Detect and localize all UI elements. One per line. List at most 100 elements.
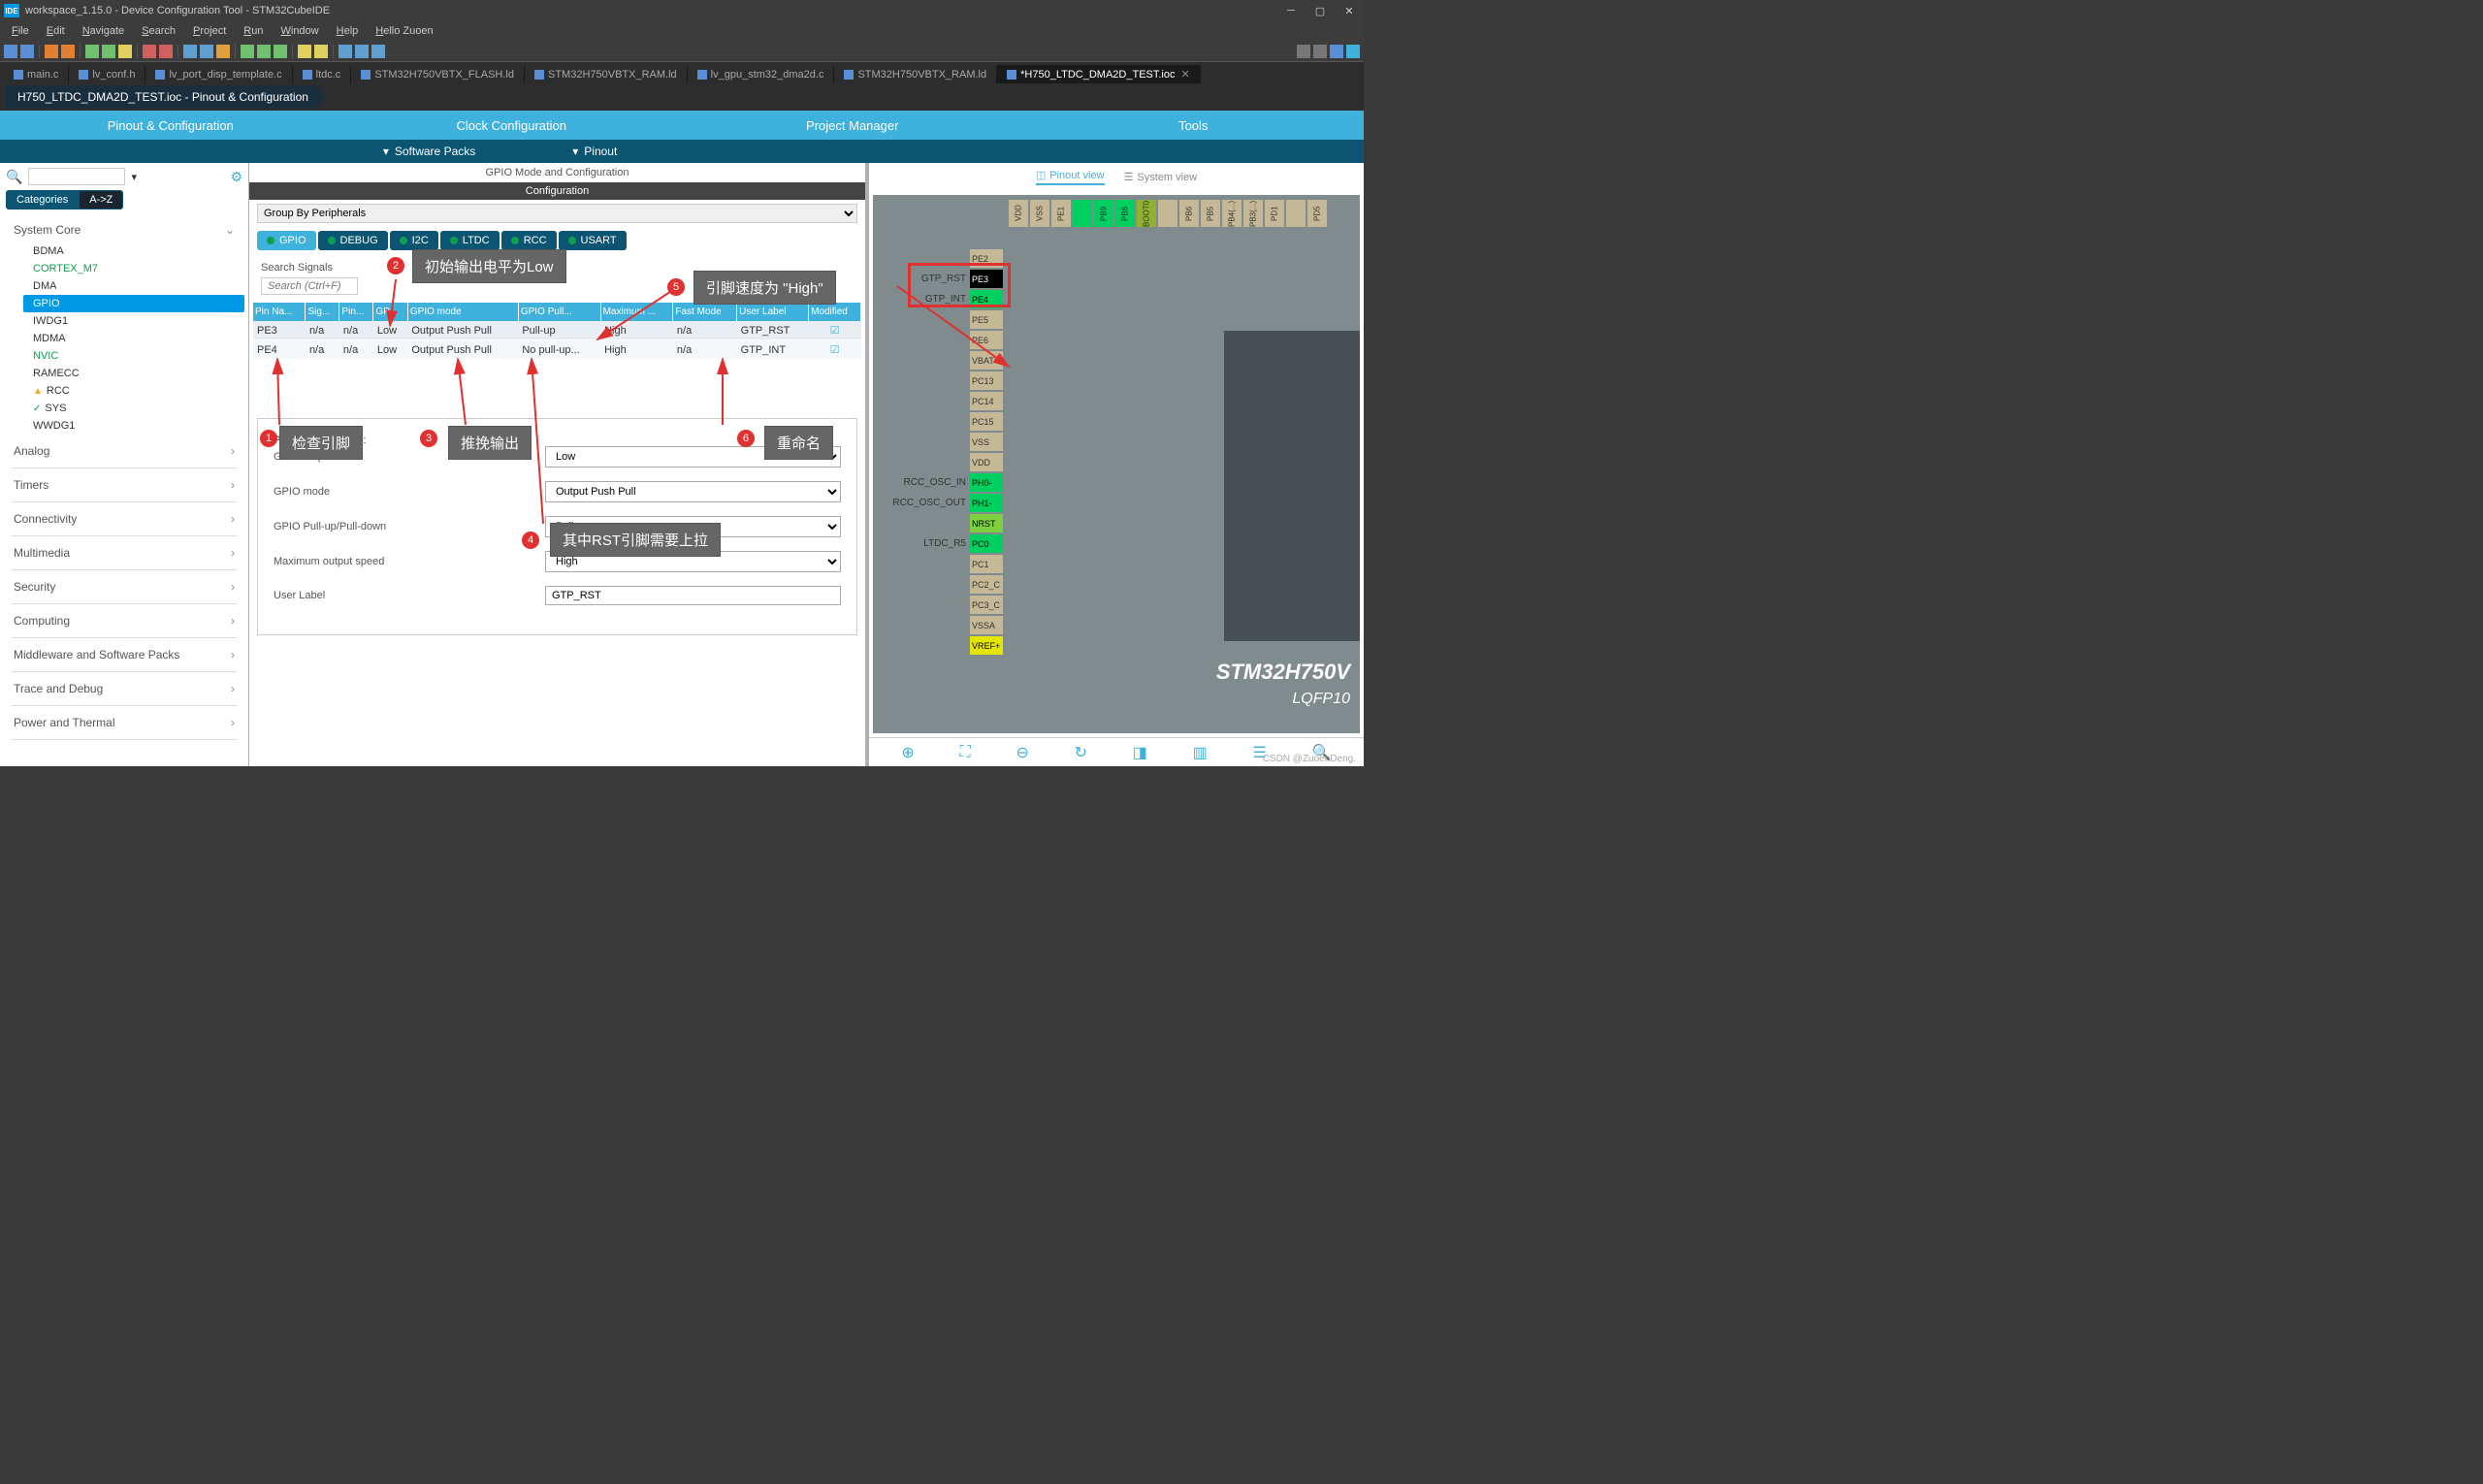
- category-group-header[interactable]: Security›: [4, 574, 244, 599]
- table-header[interactable]: GPIO mode: [407, 303, 518, 321]
- chip-pin-row[interactable]: PE6: [970, 330, 1003, 350]
- category-item[interactable]: GPIO: [23, 295, 244, 312]
- table-header[interactable]: Pin Na...: [253, 303, 306, 321]
- toolbar-icon[interactable]: [339, 45, 352, 58]
- category-item[interactable]: BDMA: [23, 242, 244, 260]
- chip-pin-row[interactable]: RCC_OSC_OUTPH1-: [970, 493, 1003, 513]
- pinout-menu[interactable]: ▾ Pinout: [553, 145, 636, 158]
- file-tab[interactable]: STM32H750VBTX_RAM.ld: [834, 66, 997, 83]
- zoom-in-icon[interactable]: ⊕: [901, 743, 914, 762]
- chip-pin-row[interactable]: VREF+: [970, 635, 1003, 656]
- toolbar-icon[interactable]: [143, 45, 156, 58]
- table-header[interactable]: GP...: [373, 303, 407, 321]
- menu-navigate[interactable]: Navigate: [75, 23, 132, 39]
- toolbar-icon[interactable]: [85, 45, 99, 58]
- table-row[interactable]: PE4n/an/aLowOutput Push PullNo pull-up..…: [253, 340, 861, 360]
- groupby-select[interactable]: Group By Peripherals: [257, 204, 857, 223]
- chip-pin[interactable]: VDD: [1009, 200, 1028, 227]
- chip-pin[interactable]: PB4(...): [1222, 200, 1242, 227]
- toolbar-icon[interactable]: [4, 45, 17, 58]
- az-tab[interactable]: A->Z: [79, 190, 123, 210]
- table-row[interactable]: PE3n/an/aLowOutput Push PullPull-upHighn…: [253, 321, 861, 340]
- chip-pin[interactable]: PB5: [1201, 200, 1220, 227]
- chip-pin[interactable]: [1073, 200, 1092, 227]
- chip-pin-row[interactable]: PC2_C: [970, 574, 1003, 595]
- chip-pin-row[interactable]: VSS: [970, 432, 1003, 452]
- chip-pin[interactable]: PB9: [1094, 200, 1113, 227]
- periph-tab[interactable]: I2C: [390, 231, 438, 250]
- category-item[interactable]: NVIC: [23, 347, 244, 365]
- chip-pin-row[interactable]: PE5: [970, 309, 1003, 330]
- toolbar-icon[interactable]: [45, 45, 58, 58]
- category-group-header[interactable]: Analog›: [4, 438, 244, 464]
- table-header[interactable]: User Label: [737, 303, 809, 321]
- chip-pin-row[interactable]: LTDC_R5PC0: [970, 533, 1003, 554]
- file-tab[interactable]: main.c: [4, 66, 69, 83]
- file-tab[interactable]: STM32H750VBTX_RAM.ld: [525, 66, 688, 83]
- category-group-header[interactable]: Connectivity›: [4, 506, 244, 532]
- menu-file[interactable]: File: [4, 23, 37, 39]
- search-icon[interactable]: 🔍: [6, 169, 22, 185]
- layers-icon[interactable]: ▥: [1193, 743, 1208, 762]
- toolbar-icon[interactable]: [1346, 45, 1360, 58]
- toolbar-icon[interactable]: [274, 45, 287, 58]
- chip-pin-row[interactable]: PC13: [970, 371, 1003, 391]
- 3d-icon[interactable]: ◨: [1133, 743, 1147, 762]
- zoom-out-icon[interactable]: ⊖: [1016, 743, 1028, 762]
- toolbar-icon[interactable]: [183, 45, 197, 58]
- toolbar-icon[interactable]: [61, 45, 75, 58]
- software-packs-menu[interactable]: ▾ Software Packs: [364, 145, 495, 158]
- category-search-input[interactable]: [28, 168, 125, 185]
- table-header[interactable]: Maximum ...: [600, 303, 673, 321]
- menu-window[interactable]: Window: [273, 23, 326, 39]
- toolbar-icon[interactable]: [159, 45, 173, 58]
- toolbar-icon[interactable]: [118, 45, 132, 58]
- toolbar-icon[interactable]: [216, 45, 230, 58]
- file-tab[interactable]: ltdc.c: [293, 66, 352, 83]
- category-group-header[interactable]: Power and Thermal›: [4, 710, 244, 735]
- chip-pin[interactable]: PD1: [1265, 200, 1284, 227]
- chip-view[interactable]: VDD VSS PE1 PB9PB8BOOT0 PB6PB5PB4(...)PB3(..…: [873, 195, 1360, 733]
- toolbar-icon[interactable]: [371, 45, 385, 58]
- periph-tab[interactable]: LTDC: [440, 231, 500, 250]
- category-group-header[interactable]: Computing›: [4, 608, 244, 633]
- category-item[interactable]: ▲ RCC: [23, 382, 244, 400]
- dropdown-icon[interactable]: ▾: [131, 171, 137, 183]
- menu-help[interactable]: Help: [329, 23, 367, 39]
- menu-project[interactable]: Project: [185, 23, 234, 39]
- periph-tab[interactable]: DEBUG: [318, 231, 388, 250]
- category-item[interactable]: WWDG1: [23, 417, 244, 435]
- chip-pin[interactable]: [1286, 200, 1306, 227]
- chip-pin[interactable]: PB8: [1115, 200, 1135, 227]
- chip-pin[interactable]: PD5: [1307, 200, 1327, 227]
- chip-pin[interactable]: BOOT0: [1137, 200, 1156, 227]
- chip-pin[interactable]: PB6: [1179, 200, 1199, 227]
- category-group-header[interactable]: Middleware and Software Packs›: [4, 642, 244, 667]
- file-tab[interactable]: lv_gpu_stm32_dma2d.c: [688, 66, 835, 83]
- table-header[interactable]: GPIO Pull...: [518, 303, 600, 321]
- menu-search[interactable]: Search: [134, 23, 183, 39]
- toolbar-icon[interactable]: [314, 45, 328, 58]
- config-tab[interactable]: Pinout & Configuration: [0, 111, 341, 140]
- maximize-button[interactable]: ▢: [1306, 0, 1335, 21]
- categories-tab[interactable]: Categories: [6, 190, 79, 210]
- toolbar-icon[interactable]: [241, 45, 254, 58]
- chip-pin[interactable]: PE1: [1051, 200, 1071, 227]
- category-item[interactable]: RAMECC: [23, 365, 244, 382]
- close-button[interactable]: ✕: [1335, 0, 1364, 21]
- search-signals-input[interactable]: [261, 277, 358, 295]
- category-item[interactable]: IWDG1: [23, 312, 244, 330]
- chip-pin[interactable]: PB3(...): [1243, 200, 1263, 227]
- file-tab[interactable]: lv_conf.h: [69, 66, 145, 83]
- menu-run[interactable]: Run: [236, 23, 271, 39]
- chip-pin-row[interactable]: RCC_OSC_INPH0-: [970, 472, 1003, 493]
- file-tab[interactable]: *H750_LTDC_DMA2D_TEST.ioc✕: [997, 65, 1201, 83]
- config-tab[interactable]: Project Manager: [682, 111, 1023, 140]
- category-group-header[interactable]: Multimedia›: [4, 540, 244, 565]
- pinout-view-tab[interactable]: ◫ Pinout view: [1036, 169, 1105, 185]
- chip-pin-row[interactable]: PC1: [970, 554, 1003, 574]
- category-item[interactable]: MDMA: [23, 330, 244, 347]
- chip-pin-row[interactable]: PC15: [970, 411, 1003, 432]
- category-item[interactable]: DMA: [23, 277, 244, 295]
- minimize-button[interactable]: ─: [1276, 0, 1306, 21]
